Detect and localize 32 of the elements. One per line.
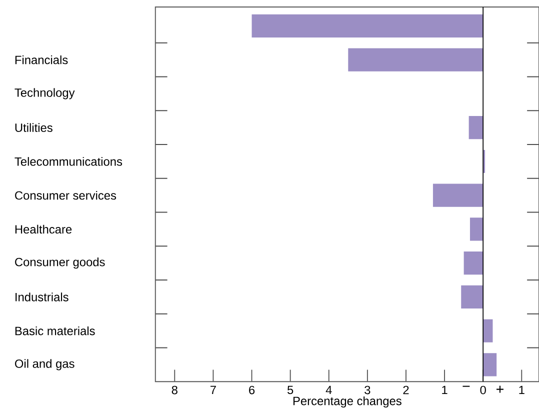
bar (461, 285, 484, 308)
bar (252, 14, 484, 38)
text: + (496, 386, 504, 393)
x-tick-label: 0 (480, 386, 486, 394)
x-tick-label: 1 (442, 386, 448, 394)
bar (483, 352, 497, 376)
y-tick-label: Telecommunications (14, 156, 122, 166)
bar (470, 217, 484, 241)
y-tick-label: Basic materials (15, 326, 95, 336)
x-tick-label: 6 (249, 386, 255, 394)
y-tick-label: Healthcare (15, 224, 72, 234)
x-tick-label: 8 (172, 386, 178, 394)
x-tick-label: 2 (403, 386, 409, 394)
x-axis-title: Percentage changes (293, 396, 402, 408)
x-tick-label: 4 (326, 386, 332, 394)
bar (468, 116, 484, 139)
x-tick-label: 5 (287, 386, 294, 394)
bar (348, 48, 484, 72)
y-tick-label: Financials (15, 55, 68, 64)
y-tick-label: Consumer services (15, 190, 116, 200)
y-tick-label: Utilities (15, 123, 52, 132)
bar (464, 251, 484, 274)
bar (483, 319, 493, 342)
y-tick-label: Technology (14, 88, 75, 100)
y-tick-label: Consumer goods (15, 257, 105, 268)
y-tick-label: Industrials (16, 292, 68, 302)
x-tick-label: 3 (364, 386, 370, 394)
x-tick-label: 7 (210, 386, 216, 394)
y-tick-label: Oil and gas (15, 358, 74, 370)
text: − (462, 386, 470, 387)
x-tick-label: 1 (519, 386, 524, 394)
bar (432, 184, 484, 207)
